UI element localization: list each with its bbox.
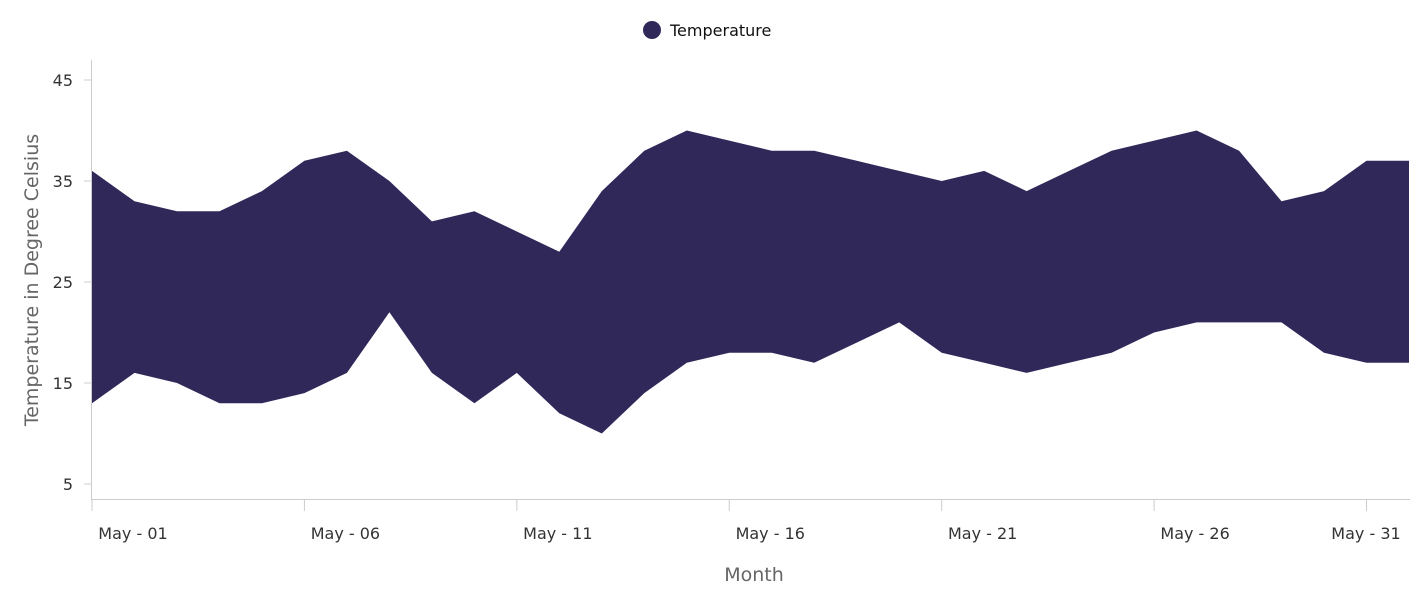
x-tick-label: May - 11 — [523, 524, 592, 543]
x-tick-label: May - 01 — [98, 524, 167, 543]
legend-marker-temperature — [643, 21, 661, 39]
x-axis-ticks: May - 01 May - 06 May - 11 May - 16 May - 21… — [91, 500, 1401, 543]
y-tick-label: 25 — [53, 273, 73, 292]
legend[interactable]: Temperature — [643, 21, 771, 40]
x-tick-label: May - 31 — [1331, 524, 1400, 543]
legend-label-temperature: Temperature — [669, 21, 771, 40]
y-axis-ticks: 5 15 25 35 45 — [53, 71, 91, 494]
y-axis-title: Temperature in Degree Celsius — [21, 134, 43, 427]
y-tick-label: 15 — [53, 374, 73, 393]
x-tick-label: May - 16 — [736, 524, 805, 543]
y-tick-label: 5 — [63, 475, 73, 494]
x-tick-label: May - 21 — [948, 524, 1017, 543]
x-tick-label: May - 26 — [1160, 524, 1229, 543]
temperature-range-area[interactable] — [92, 130, 1409, 434]
plot-area — [92, 130, 1409, 434]
x-axis-title: Month — [724, 564, 784, 586]
y-tick-label: 35 — [53, 172, 73, 191]
y-tick-label: 45 — [53, 71, 73, 90]
x-tick-label: May - 06 — [311, 524, 380, 543]
